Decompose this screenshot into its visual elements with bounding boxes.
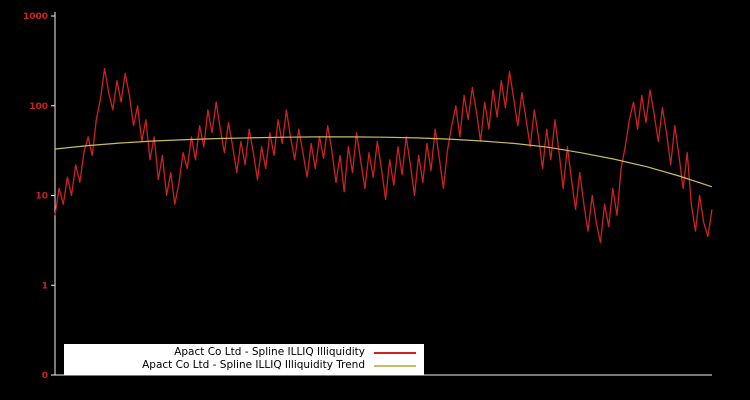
legend-row-trend: Apact Co Ltd - Spline ILLIQ Illiquidity … [72,359,416,372]
legend-row-illiquidity: Apact Co Ltd - Spline ILLIQ Illiquidity [72,346,416,359]
legend-label-illiquidity: Apact Co Ltd - Spline ILLIQ Illiquidity [174,346,365,358]
legend-line-sample-yellow [374,364,416,367]
y-axis-tick-label: 1000 [23,12,48,22]
y-axis-tick-label: 100 [29,102,48,112]
y-axis-tick-label: 0 [42,371,48,381]
legend-label-trend: Apact Co Ltd - Spline ILLIQ Illiquidity … [142,359,365,371]
y-axis-tick-label: 1 [42,281,48,291]
illiquidity-series-line [54,67,713,244]
legend-line-sample-red [374,351,416,354]
legend: Apact Co Ltd - Spline ILLIQ Illiquidity … [64,344,424,375]
y-axis-tick-label: 10 [35,192,48,202]
illiquidity-trend-line [54,136,713,188]
